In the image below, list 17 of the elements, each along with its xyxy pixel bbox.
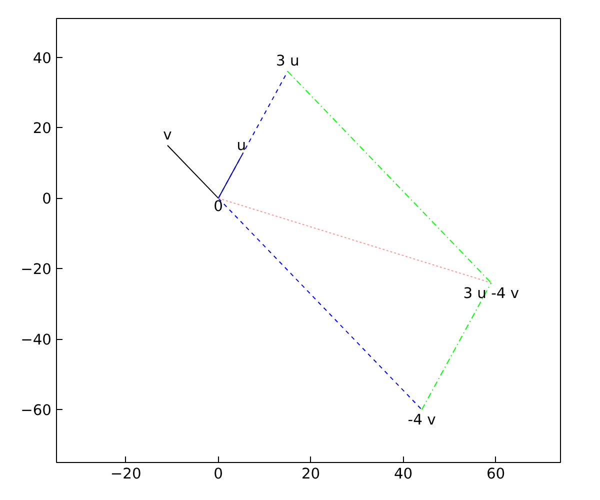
- annotation: 3 u: [276, 52, 300, 70]
- annotation: 3 u -4 v: [463, 284, 520, 302]
- y-tick-label: −60: [20, 402, 52, 420]
- x-tick-label: 20: [301, 466, 320, 482]
- y-tick-label: 0: [42, 190, 52, 208]
- y-tick-label: −20: [20, 261, 52, 278]
- y-tick-label: −40: [20, 332, 52, 349]
- y-tick-label: 20: [32, 120, 52, 138]
- x-tick-label: 40: [394, 466, 413, 482]
- annotation: v: [163, 126, 172, 144]
- annotation: 0: [214, 198, 223, 216]
- y-tick-label: 40: [32, 50, 52, 67]
- x-tick-label: −20: [110, 466, 142, 482]
- annotation: -4 v: [408, 412, 436, 429]
- annotation: u: [236, 136, 246, 154]
- x-tick-label: 0: [214, 466, 223, 482]
- x-tick-label: 60: [486, 466, 506, 482]
